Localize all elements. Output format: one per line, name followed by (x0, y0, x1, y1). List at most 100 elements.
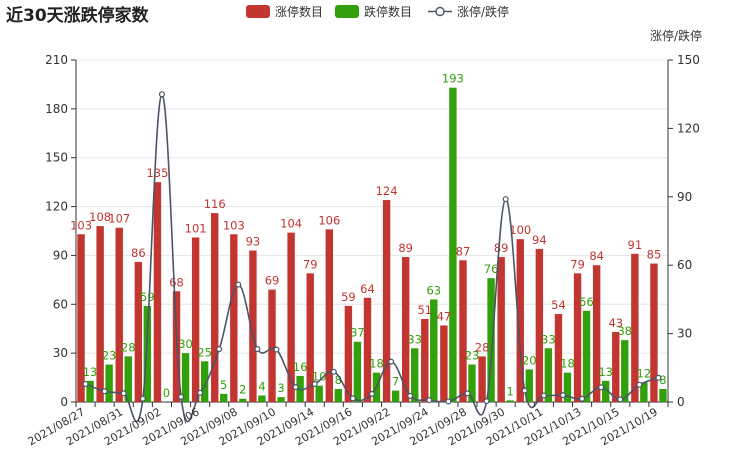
y-axis-tick-label: 90 (53, 248, 68, 262)
data-label-up: 103 (223, 218, 245, 232)
data-label-down: 3 (277, 381, 284, 395)
bar-up (401, 257, 410, 402)
data-label-down: 2 (239, 383, 246, 397)
data-label-down: 16 (293, 360, 308, 374)
legend-label-up[interactable]: 涨停数目 (275, 4, 323, 19)
data-label-up: 103 (70, 218, 92, 232)
data-label-up: 93 (246, 235, 261, 249)
data-label-up: 124 (376, 184, 398, 198)
legend-swatch-down[interactable] (335, 5, 359, 18)
data-label-up: 116 (204, 197, 226, 211)
data-label-up: 101 (185, 222, 207, 236)
y-axis-tick-label: 150 (45, 151, 68, 165)
data-label-down: 0 (163, 386, 170, 400)
bar-down (621, 340, 629, 402)
bar-up (211, 213, 219, 402)
ratio-point (369, 390, 376, 397)
y-axis-tick-label: 180 (45, 102, 68, 116)
data-label-down: 18 (560, 357, 575, 371)
bar-down (544, 348, 553, 402)
bar-up (96, 226, 104, 402)
y2-axis-tick-label: 120 (677, 121, 700, 135)
ratio-point (216, 346, 223, 353)
ratio-point (197, 389, 204, 396)
bar-down (239, 398, 247, 402)
ratio-point (617, 396, 624, 403)
ratio-point (407, 392, 414, 399)
bar-down (468, 364, 476, 402)
data-label-up: 100 (509, 223, 531, 237)
ratio-point (139, 395, 146, 402)
data-label-down: 10 (312, 370, 327, 384)
data-label-up: 84 (589, 249, 604, 263)
y-axis-tick-label: 60 (53, 297, 68, 311)
ratio-point (330, 368, 337, 375)
bar-down (449, 87, 457, 402)
data-label-up: 91 (628, 238, 643, 252)
data-label-up: 79 (570, 257, 585, 271)
bar-down (487, 278, 495, 402)
data-label-up: 107 (108, 212, 130, 226)
legend-label-line[interactable]: 涨停/跌停 (457, 4, 509, 19)
y2-axis-title: 涨停/跌停 (650, 28, 702, 43)
y2-axis-tick-label: 60 (677, 258, 692, 272)
y-axis-tick-label: 30 (53, 346, 68, 360)
y-axis-tick-label: 210 (45, 53, 68, 67)
ratio-point (483, 398, 490, 405)
ratio-point (540, 392, 547, 399)
data-label-up: 79 (303, 257, 318, 271)
data-label-down: 37 (350, 326, 365, 340)
bar-up (516, 239, 524, 402)
bar-up (230, 234, 238, 402)
legend-swatch-up[interactable] (246, 5, 270, 18)
bar-up (115, 227, 123, 402)
bar-up (592, 265, 601, 402)
data-label-up: 106 (318, 213, 340, 227)
data-label-down: 63 (426, 283, 441, 297)
bar-up (287, 232, 295, 402)
bar-up (459, 260, 467, 402)
y-axis-tick-label: 120 (45, 200, 68, 214)
data-label-down: 38 (617, 324, 632, 338)
y2-axis-tick-label: 150 (677, 53, 700, 67)
bar-up (77, 234, 85, 402)
ratio-point (445, 398, 452, 405)
bar-up (306, 273, 314, 402)
data-label-up: 69 (265, 274, 280, 288)
bar-down (334, 388, 343, 402)
data-label-up: 28 (475, 340, 490, 354)
bar-up (497, 257, 505, 402)
chart-title: 近30天涨跌停家数 (6, 6, 149, 26)
data-label-down: 8 (659, 373, 666, 387)
y2-axis-tick-label: 30 (677, 327, 692, 341)
bar-up (421, 318, 429, 402)
bar-down (353, 341, 362, 402)
ratio-point (559, 392, 566, 399)
bar-up (268, 289, 276, 402)
data-label-up: 94 (532, 233, 547, 247)
legend-swatch-marker[interactable] (435, 6, 445, 17)
bar-up (650, 263, 658, 402)
y-axis-tick-label: 0 (60, 395, 68, 409)
bar-up (478, 356, 486, 402)
ratio-point (598, 384, 605, 391)
bar-down (525, 369, 533, 402)
legend-label-down[interactable]: 跌停数目 (364, 4, 412, 19)
ratio-point (178, 393, 185, 400)
bar-up (249, 250, 257, 402)
data-label-down: 12 (637, 366, 652, 380)
data-label-down: 18 (369, 357, 384, 371)
bar-up (612, 331, 620, 402)
data-label-down: 5 (220, 378, 227, 392)
bar-down (582, 310, 591, 402)
data-label-up: 135 (146, 166, 168, 180)
data-label-up: 64 (360, 282, 375, 296)
ratio-point (158, 91, 165, 98)
data-label-up: 85 (647, 248, 662, 262)
ratio-point (254, 345, 261, 352)
data-label-down: 193 (442, 72, 464, 86)
data-label-down: 23 (102, 349, 117, 363)
bar-up (191, 237, 200, 402)
bar-up (153, 182, 162, 402)
